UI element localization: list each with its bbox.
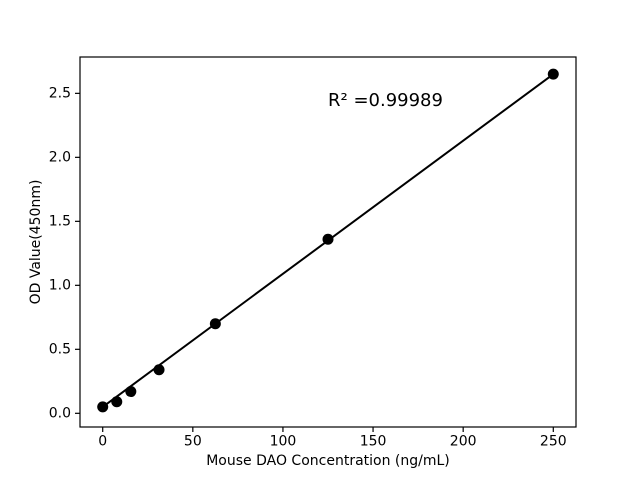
data-point <box>153 364 165 376</box>
plot-frame <box>79 56 577 428</box>
data-point <box>209 318 221 330</box>
x-axis: 0 50 100 150 200 250 <box>98 427 567 450</box>
y-tick-label: 1.0 <box>49 277 71 293</box>
y-axis: 0.0 0.5 1.0 1.5 2.0 2.5 <box>49 85 80 421</box>
data-point <box>97 401 109 413</box>
data-points <box>97 68 559 413</box>
data-point <box>547 68 559 80</box>
x-tick-label: 100 <box>270 434 297 450</box>
y-axis-label: OD Value(450nm) <box>28 180 44 305</box>
y-tick-label: 2.5 <box>49 85 71 101</box>
x-tick-label: 50 <box>184 434 202 450</box>
y-tick-label: 2.0 <box>49 149 71 165</box>
r-squared-annotation: R² =0.99989 <box>328 90 443 111</box>
y-tick-label: 0.5 <box>49 341 71 357</box>
x-tick-label: 200 <box>450 434 477 450</box>
y-tick-label: 1.5 <box>49 213 71 229</box>
x-tick-label: 250 <box>540 434 567 450</box>
data-point <box>111 396 123 408</box>
data-point <box>322 233 334 245</box>
y-tick-label: 0.0 <box>49 405 71 421</box>
x-axis-label: Mouse DAO Concentration (ng/mL) <box>206 453 450 469</box>
x-tick-label: 150 <box>360 434 387 450</box>
data-point <box>125 386 137 398</box>
axes-spines <box>79 56 577 428</box>
x-tick-label: 0 <box>98 434 107 450</box>
